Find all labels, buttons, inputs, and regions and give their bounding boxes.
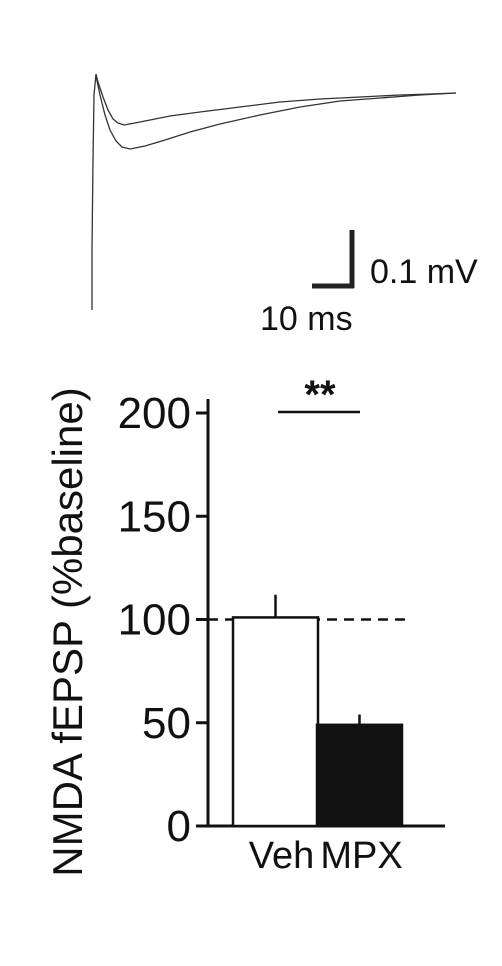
scale-bar-amplitude-label: 0.1 mV	[370, 253, 478, 291]
significance-marker: **	[278, 373, 360, 417]
y-tick-label: 0	[167, 802, 191, 851]
x-tick-label-mpx: MPX	[320, 835, 402, 877]
trace-mpx	[95, 75, 457, 150]
trace-veh	[91, 73, 457, 310]
scale-bar: 0.1 mV 10 ms	[260, 230, 478, 338]
scale-bar-time-label: 10 ms	[260, 300, 353, 338]
bar-mpx	[315, 723, 404, 828]
bars	[231, 594, 404, 828]
y-tick-label: 100	[118, 596, 191, 645]
y-tick-label: 200	[118, 389, 191, 438]
y-axis-ticks: 0 50 100 150 200	[118, 389, 208, 851]
x-tick-label-veh: Veh	[249, 835, 315, 877]
y-axis-label: NMDA fEPSP (%baseline)	[44, 387, 91, 876]
y-tick-label: 150	[118, 492, 191, 541]
significance-label: **	[304, 373, 336, 417]
x-axis-labels: Veh MPX	[249, 835, 403, 877]
bar-chart: NMDA fEPSP (%baseline) 0 50 100 150 200 ** V…	[44, 373, 445, 877]
y-tick-label: 50	[142, 699, 191, 748]
bar-veh	[231, 616, 320, 828]
trace-panel: 0.1 mV 10 ms	[91, 73, 478, 338]
